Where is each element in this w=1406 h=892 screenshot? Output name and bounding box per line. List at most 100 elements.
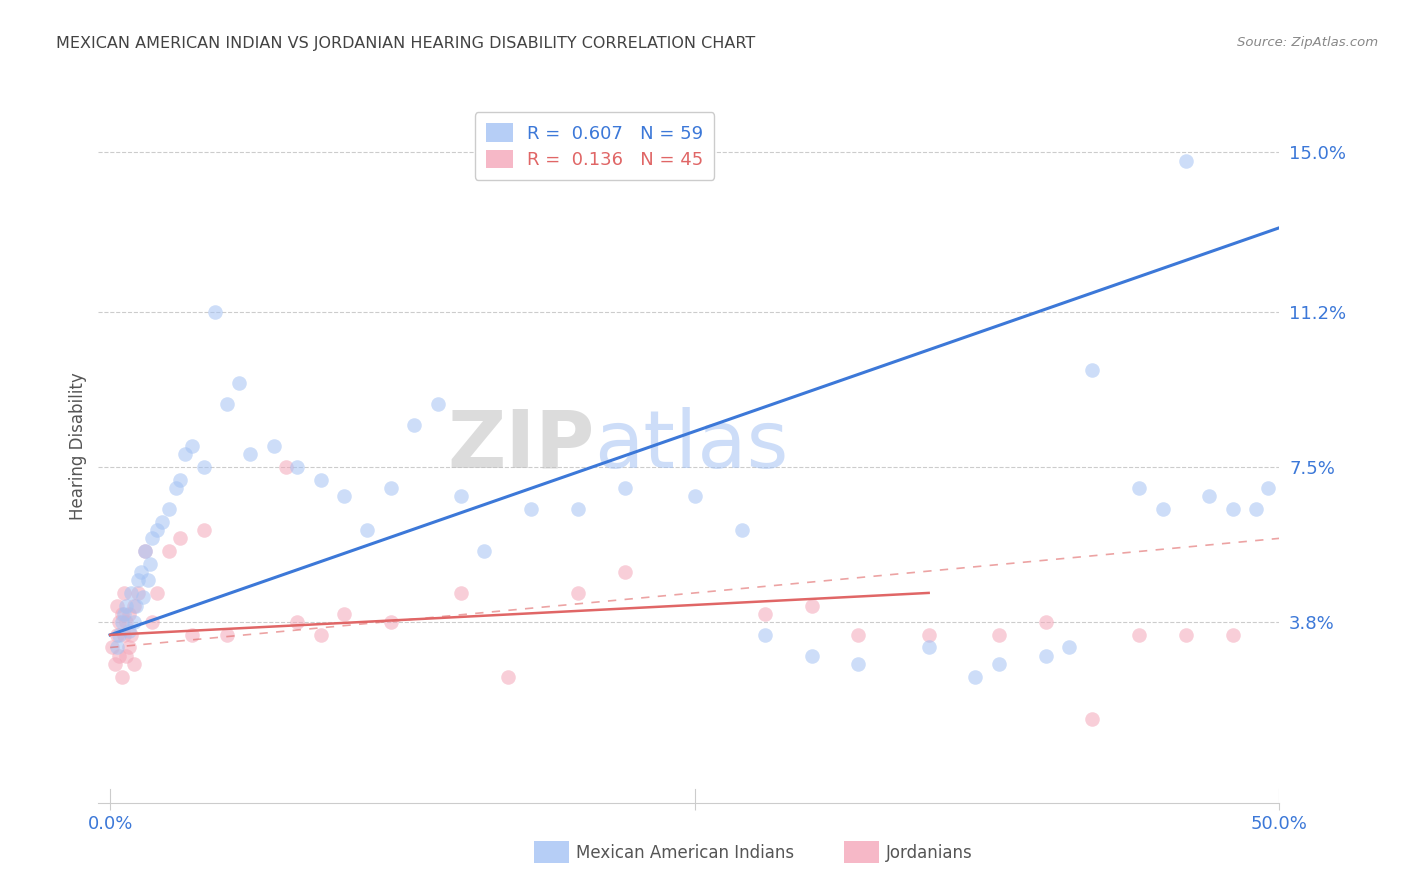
Point [134, 544, 156, 558]
Point [118, 607, 141, 621]
Point [132, 590, 155, 604]
Point [120, 628, 142, 642]
Point [193, 460, 215, 475]
Point [380, 615, 402, 630]
Point [496, 670, 519, 684]
Point [683, 489, 706, 503]
Point [112, 607, 135, 621]
Point [567, 586, 589, 600]
Point [150, 515, 173, 529]
Point [613, 565, 636, 579]
Point [754, 607, 776, 621]
Point [139, 557, 162, 571]
Point [333, 607, 356, 621]
Point [127, 586, 149, 600]
Point [356, 523, 378, 537]
Point [112, 586, 135, 600]
Point [146, 586, 169, 600]
Point [404, 417, 426, 432]
Point [450, 489, 472, 503]
Point [848, 628, 870, 642]
Point [146, 523, 169, 537]
Point [450, 586, 472, 600]
Point [567, 502, 589, 516]
Point [285, 615, 308, 630]
Y-axis label: Hearing Disability: Hearing Disability [69, 372, 87, 520]
Point [800, 599, 823, 613]
Point [111, 607, 134, 621]
Point [215, 397, 238, 411]
Point [141, 532, 163, 546]
Point [239, 447, 262, 461]
Point [520, 502, 543, 516]
Point [309, 628, 332, 642]
Point [228, 376, 250, 390]
Point [120, 586, 142, 600]
Text: MEXICAN AMERICAN INDIAN VS JORDANIAN HEARING DISABILITY CORRELATION CHART: MEXICAN AMERICAN INDIAN VS JORDANIAN HEA… [56, 36, 755, 51]
Point [1198, 489, 1220, 503]
Point [108, 648, 131, 663]
Point [987, 628, 1010, 642]
Point [105, 599, 128, 613]
Point [165, 481, 187, 495]
Point [309, 473, 332, 487]
Point [112, 628, 135, 642]
Text: ZIP: ZIP [447, 407, 595, 485]
Point [215, 628, 238, 642]
Point [613, 481, 636, 495]
Point [1222, 502, 1244, 516]
Point [104, 657, 127, 672]
Point [754, 628, 776, 642]
Point [1222, 628, 1244, 642]
Point [1174, 628, 1197, 642]
Point [426, 397, 449, 411]
Point [380, 481, 402, 495]
Point [115, 648, 138, 663]
Point [111, 615, 134, 630]
Point [1128, 481, 1150, 495]
Point [108, 628, 131, 642]
Point [157, 544, 180, 558]
Point [1057, 640, 1080, 655]
Point [127, 574, 149, 588]
Point [1081, 363, 1104, 377]
Point [1128, 628, 1150, 642]
Point [115, 599, 138, 613]
Point [157, 502, 180, 516]
Point [134, 544, 156, 558]
Point [108, 615, 131, 630]
Point [193, 523, 215, 537]
Point [1257, 481, 1279, 495]
Point [274, 460, 297, 475]
Legend: R =  0.607   N = 59, R =  0.136   N = 45: R = 0.607 N = 59, R = 0.136 N = 45 [475, 112, 714, 180]
Point [125, 599, 148, 613]
Point [263, 439, 285, 453]
Point [169, 473, 191, 487]
Point [174, 447, 197, 461]
Point [800, 648, 823, 663]
Point [129, 565, 152, 579]
Point [118, 640, 141, 655]
Point [136, 574, 159, 588]
Point [141, 615, 163, 630]
Point [1081, 712, 1104, 726]
Point [118, 624, 141, 638]
Point [285, 460, 308, 475]
Point [730, 523, 752, 537]
Text: Mexican American Indians: Mexican American Indians [576, 844, 794, 862]
Point [965, 670, 987, 684]
Point [111, 670, 134, 684]
Text: Jordanians: Jordanians [886, 844, 973, 862]
Point [472, 544, 495, 558]
Point [115, 615, 138, 630]
Point [1035, 648, 1057, 663]
Point [105, 640, 128, 655]
Point [848, 657, 870, 672]
Point [122, 615, 145, 630]
Point [181, 439, 204, 453]
Point [1244, 502, 1267, 516]
Point [987, 657, 1010, 672]
Point [1035, 615, 1057, 630]
Text: Source: ZipAtlas.com: Source: ZipAtlas.com [1237, 36, 1378, 49]
Point [101, 640, 124, 655]
